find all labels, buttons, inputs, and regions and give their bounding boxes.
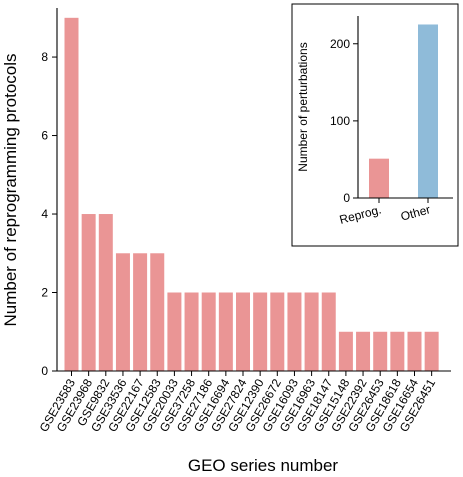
- y-tick-label: 0: [41, 364, 48, 378]
- bar-gse16654: [407, 331, 422, 371]
- bar-gse16694: [218, 292, 233, 371]
- inset-y-ticks: 0 100 200: [330, 37, 358, 205]
- bar-gse16093: [287, 292, 302, 371]
- bar-gse12583: [150, 253, 165, 371]
- bar-gse18618: [390, 331, 405, 371]
- main-y-ticks: 0 2 4 6 8: [41, 50, 57, 378]
- bar-gse12390: [253, 292, 268, 371]
- y-tick-label: 6: [41, 129, 48, 143]
- main-x-ticks: GSE23583GSE23968GSE9832GSE33536GSE22167G…: [37, 371, 438, 434]
- y-tick-label: 2: [41, 286, 48, 300]
- inset-bar-series: [369, 24, 438, 199]
- bar-gse23968: [81, 214, 96, 371]
- main-bar-series: [64, 17, 439, 372]
- bar-gse27824: [236, 292, 250, 371]
- bar-gse26453: [373, 331, 388, 371]
- bar-gse27186: [201, 292, 216, 371]
- inset-y-tick-label: 0: [343, 191, 350, 205]
- inset-y-tick-label: 200: [330, 37, 350, 51]
- bar-gse26672: [270, 292, 285, 371]
- bar-gse26451: [424, 331, 439, 371]
- inset-y-axis-title: Number of perturbations: [296, 42, 310, 171]
- inset-bar-reprog: [369, 158, 389, 198]
- main-y-axis-title: Number of reprogramming protocols: [1, 53, 20, 326]
- y-tick-label: 4: [41, 207, 48, 221]
- bar-gse20033: [167, 292, 182, 371]
- inset-bar-other: [418, 24, 438, 199]
- bar-gse22392: [356, 331, 371, 371]
- bar-gse18147: [321, 292, 336, 371]
- bar-gse37258: [184, 292, 199, 371]
- bar-gse33536: [115, 253, 130, 371]
- y-tick-label: 8: [41, 50, 48, 64]
- bar-gse22167: [133, 253, 148, 371]
- bar-gse16963: [304, 292, 319, 371]
- bar-gse9832: [98, 214, 113, 371]
- inset-y-tick-label: 100: [330, 114, 350, 128]
- bar-gse15148: [338, 331, 353, 371]
- bar-gse23583: [64, 17, 79, 372]
- main-x-axis-title: GEO series number: [188, 456, 339, 475]
